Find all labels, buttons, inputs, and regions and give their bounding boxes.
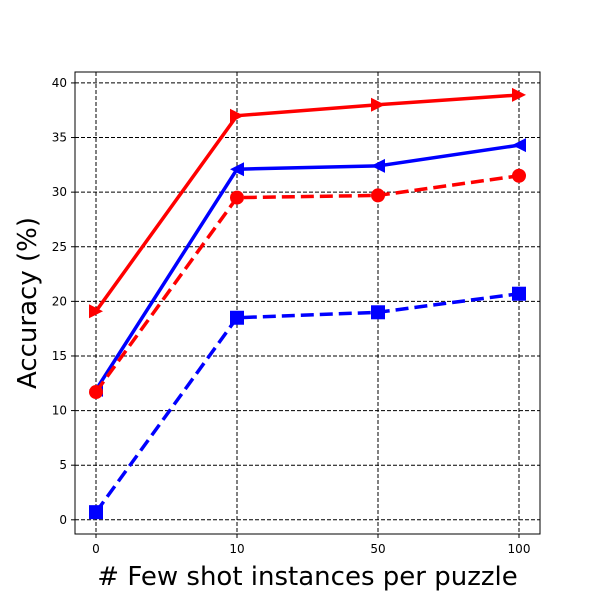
x-tick-label: 100 <box>508 542 531 556</box>
data-point-circle <box>230 190 244 205</box>
data-point-triangle-left <box>512 138 526 153</box>
x-axis-label: # Few shot instances per puzzle <box>97 562 517 592</box>
series-1 <box>89 87 526 319</box>
y-axis-label: Accuracy (%) <box>13 217 43 389</box>
y-tick-label: 30 <box>52 185 67 199</box>
data-point-circle <box>371 188 385 203</box>
data-point-triangle-right <box>512 87 526 102</box>
y-tick-label: 25 <box>52 240 67 254</box>
y-tick-label: 10 <box>52 404 67 418</box>
plot-frame <box>74 71 541 535</box>
y-tick-label: 40 <box>52 76 67 90</box>
x-tick-label: 0 <box>92 542 100 556</box>
data-point-square <box>89 505 103 520</box>
data-point-square <box>371 305 385 320</box>
data-point-triangle-right <box>371 97 385 112</box>
series-line <box>94 93 520 313</box>
series-layer <box>89 87 526 520</box>
series-3 <box>89 168 526 400</box>
data-point-triangle-left <box>230 162 244 177</box>
y-tick-label: 5 <box>59 458 67 472</box>
data-point-square <box>512 286 526 301</box>
series-line <box>94 143 520 391</box>
series-4 <box>89 286 526 520</box>
x-tick-label: 50 <box>370 542 385 556</box>
y-tick-label: 35 <box>52 131 67 145</box>
x-tick-label: 10 <box>229 542 244 556</box>
data-point-triangle-right <box>89 304 103 319</box>
data-point-triangle-left <box>371 158 385 173</box>
data-point-circle <box>89 385 103 400</box>
series-line <box>94 174 520 394</box>
series-line <box>94 291 520 514</box>
data-point-square <box>230 310 244 325</box>
series-2 <box>89 138 526 397</box>
y-tick-label: 0 <box>59 513 67 527</box>
y-tick-label: 15 <box>52 349 67 363</box>
y-tick-label: 20 <box>52 294 67 308</box>
gridlines <box>75 72 540 534</box>
data-point-circle <box>512 168 526 183</box>
ticks: 0 10 50 100 0 5 10 15 20 25 30 35 40 <box>52 76 531 556</box>
data-point-triangle-right <box>230 108 244 123</box>
